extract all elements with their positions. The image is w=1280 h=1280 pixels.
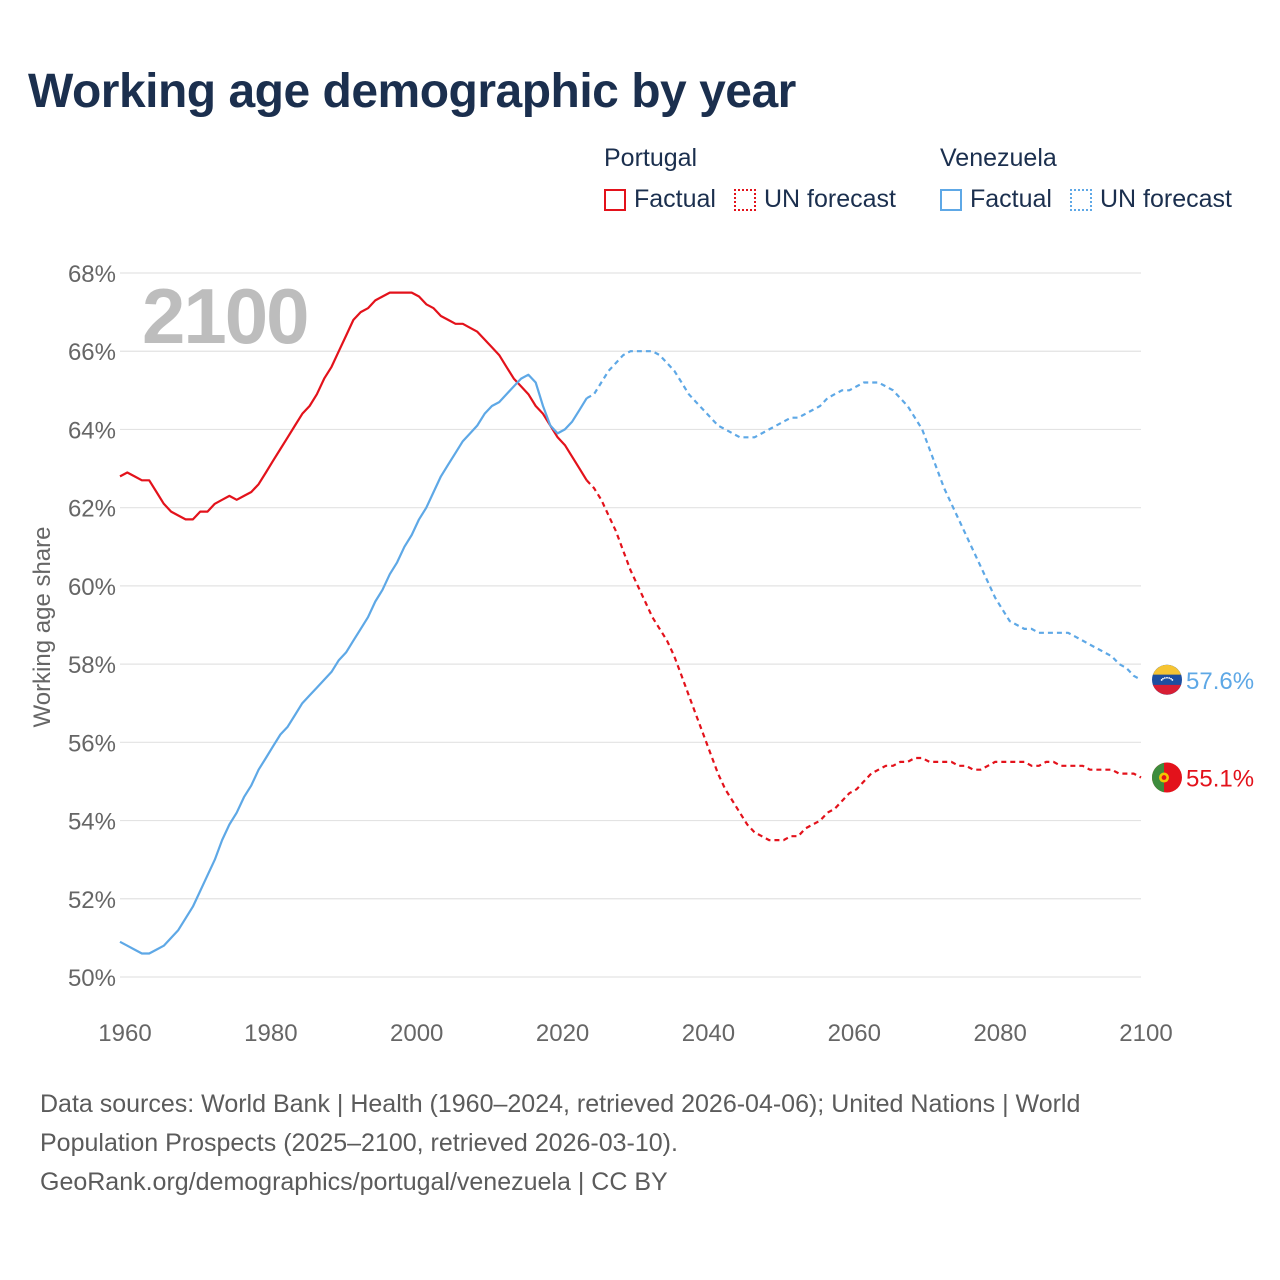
footer-sources-line-1: Data sources: World Bank | Health (1960–…: [40, 1090, 1081, 1118]
flag-star: [1166, 676, 1168, 679]
legend-label: UN forecast: [1099, 185, 1232, 213]
legend-group-venezuela: Venezuela Factual UN forecast: [940, 144, 1250, 214]
flag-star: [1171, 679, 1174, 681]
y-tick-label: 50%: [68, 965, 116, 992]
flag-star: [1160, 679, 1163, 681]
flag-star: [1168, 677, 1171, 679]
y-tick-label: 58%: [68, 652, 116, 679]
y-axis-label: Working age share: [29, 527, 56, 728]
flag-yellow-band: [1152, 664, 1182, 675]
flag-shield: [1161, 775, 1167, 780]
flag-red-band: [1152, 684, 1182, 695]
series-line-venezuela-forecast: [586, 350, 1142, 681]
flag-blue-band: [1152, 674, 1182, 685]
legend-label: Factual: [970, 185, 1052, 213]
x-tick-label: 2060: [828, 1020, 881, 1047]
year-overlay: 2100: [142, 272, 308, 360]
y-tick-label: 66%: [68, 339, 116, 366]
x-tick-label: 1980: [244, 1020, 297, 1047]
legend-swatch-dotted-icon: [733, 188, 756, 211]
footer-sources-line-2: Population Prospects (2025–2100, retriev…: [40, 1129, 678, 1157]
legend-swatch-solid-icon: [940, 188, 962, 211]
portugal-flag-icon: [1152, 762, 1182, 793]
x-tick-label: 2000: [390, 1020, 443, 1047]
series-line-portugal-forecast: [585, 479, 1142, 842]
footer-attribution: GeoRank.org/demographics/portugal/venezu…: [40, 1168, 668, 1196]
series-line-venezuela-factual: [119, 373, 588, 955]
flag-star: [1170, 677, 1172, 680]
y-tick-label: 54%: [68, 809, 116, 836]
end-value-label-portugal: 55.1%: [1186, 766, 1254, 793]
y-tick-label: 60%: [68, 574, 116, 601]
x-tick-label: 1960: [98, 1020, 151, 1047]
legend-label: UN forecast: [763, 185, 896, 213]
y-tick-label: 68%: [68, 261, 116, 288]
legend-group-portugal: Portugal Factual UN forecast: [604, 144, 914, 214]
chart-title: Working age demographic by year: [28, 65, 796, 118]
venezuela-flag-icon: [1152, 664, 1182, 695]
flag-star: [1162, 677, 1164, 680]
x-tick-label: 2040: [682, 1020, 735, 1047]
series-line-portugal-factual: [119, 291, 588, 521]
footer: Data sources: World Bank | Health (1960–…: [40, 1085, 1240, 1202]
x-tick-label: 2100: [1119, 1020, 1172, 1047]
legend-swatch-solid-icon: [604, 188, 626, 211]
x-tick-label: 2020: [536, 1020, 589, 1047]
flag-green-band: [1152, 762, 1164, 793]
legend-label: Factual: [634, 185, 716, 213]
y-tick-label: 64%: [68, 417, 116, 444]
legend-group-title: Portugal: [604, 144, 698, 172]
legend-portugal-forecast[interactable]: UN forecast: [733, 185, 896, 214]
flag-star: [1163, 677, 1166, 679]
legend-venezuela-factual[interactable]: Factual: [940, 185, 1052, 214]
y-tick-label: 52%: [68, 887, 116, 914]
y-tick-label: 56%: [68, 730, 116, 757]
legend-group-title: Venezuela: [940, 144, 1057, 172]
legend-venezuela-forecast[interactable]: UN forecast: [1069, 185, 1232, 214]
legend-swatch-dotted-icon: [1069, 188, 1092, 211]
legend-portugal-factual[interactable]: Factual: [604, 185, 716, 214]
x-tick-label: 2080: [973, 1020, 1026, 1047]
y-tick-label: 62%: [68, 496, 116, 523]
end-value-label-venezuela: 57.6%: [1186, 668, 1254, 695]
